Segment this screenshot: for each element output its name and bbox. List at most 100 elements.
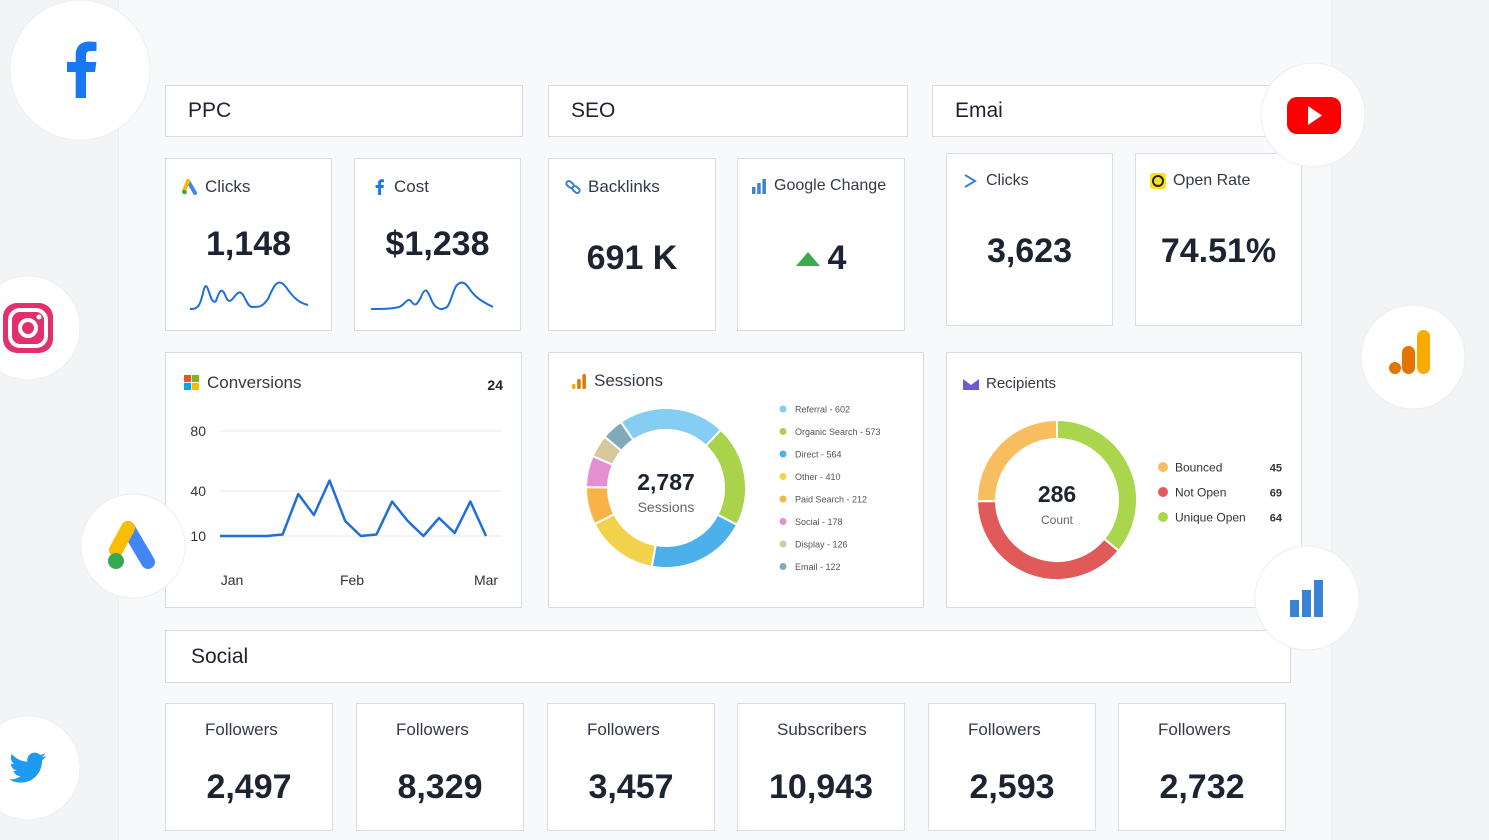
icon: [752, 179, 766, 194]
kpi-card: Cost $1,238: [354, 158, 521, 331]
kpi-value-row: 4: [738, 239, 904, 278]
legend-dot: [1158, 462, 1168, 472]
up-arrow: [795, 251, 820, 266]
social-label: Followers: [373, 720, 469, 740]
legend-dot: [1158, 487, 1168, 497]
kpi-label: Open Rate: [1150, 172, 1250, 190]
legend-value: 45: [1270, 463, 1282, 475]
kpi-card: Google Change 4: [737, 158, 905, 331]
social-card: Followers 3,457: [547, 703, 715, 831]
legend-dot: [779, 563, 787, 570]
social-value: 2,732: [1159, 768, 1245, 806]
donut-caption: Count: [1041, 513, 1074, 527]
x-tick-label: Mar: [474, 572, 498, 588]
social-label-text: Followers: [205, 720, 278, 739]
card-title: Sessions: [571, 371, 663, 391]
legend-dot: [779, 540, 787, 548]
y-tick-label: 40: [190, 483, 206, 499]
legend-dot: [779, 428, 787, 435]
icon: [565, 180, 581, 194]
icon: [572, 374, 586, 389]
x-tick-label: Jan: [221, 572, 244, 588]
section-header: SEO: [548, 85, 908, 137]
kpi-label: Google Change: [751, 177, 886, 195]
legend-dot: [779, 450, 787, 458]
icon: [373, 722, 389, 738]
sparkline: [371, 281, 494, 310]
x-tick-label: Feb: [340, 572, 364, 588]
legend-label: Other - 410: [795, 472, 841, 482]
legend-label: Bounced: [1175, 461, 1222, 475]
recipients-card: Recipients 286 Count Bounced 45 Not Open 69 Un…: [946, 352, 1302, 608]
legend-label: Organic Search - 573: [795, 427, 881, 437]
social-card: Subscribers 10,943: [737, 703, 905, 831]
donut-segment: [1056, 418, 1138, 553]
social-value: 8,329: [397, 768, 483, 806]
legend-dot: [1158, 512, 1168, 522]
legend-label: Direct - 564: [795, 450, 842, 460]
icon: [182, 179, 197, 195]
social-label: Followers: [182, 720, 278, 740]
line-chart: 80 40 10 Jan Feb Mar: [190, 423, 502, 588]
kpi-label: Backlinks: [565, 177, 660, 197]
legend-dot: [779, 518, 787, 525]
social-card: Followers 2,497: [165, 703, 333, 831]
section-header: Emai: [932, 85, 1282, 137]
instagram-bubble: [0, 275, 81, 381]
legend-dot: [779, 473, 787, 480]
donut-segment: [603, 420, 635, 453]
social-label-text: Subscribers: [777, 720, 867, 739]
legend-dot: [779, 495, 787, 503]
card-total: 24: [487, 377, 503, 393]
social-card: Followers 2,732: [1118, 703, 1286, 831]
icon: [184, 375, 199, 390]
kpi-label: Clicks: [963, 172, 1029, 190]
section-title: Emai: [955, 99, 1003, 122]
legend-dot: [779, 405, 787, 413]
social-value: 2,497: [206, 768, 292, 806]
icon: [1150, 173, 1166, 189]
kpi-value: 1,148: [205, 225, 292, 263]
card-title: Recipients: [963, 375, 1056, 392]
kpi-card: Open Rate 74.51%: [1135, 153, 1302, 326]
card-title: Conversions: [184, 373, 302, 393]
kpi-value: 3,623: [986, 232, 1073, 270]
social-value: 3,457: [588, 768, 674, 806]
legend-label: Not Open: [1175, 486, 1226, 500]
social-label-text: Followers: [1158, 720, 1231, 739]
icon: [564, 722, 580, 738]
icon: [1135, 722, 1151, 738]
donut-total: 286: [1038, 481, 1076, 507]
legend-label: Email - 122: [795, 562, 841, 572]
donut-segment: [704, 428, 747, 527]
social-value: 10,943: [769, 768, 873, 806]
social-label: Followers: [564, 720, 660, 740]
icon: [754, 722, 770, 738]
donut-segment: [593, 512, 657, 568]
legend-value: 69: [1270, 488, 1282, 500]
section-title: PPC: [188, 99, 232, 122]
social-card: Followers 2,593: [928, 703, 1096, 831]
icon: [964, 174, 977, 188]
social-label: Followers: [945, 720, 1041, 740]
donut-segment: [619, 407, 723, 448]
legend-label: Unique Open: [1175, 511, 1246, 525]
icon: [375, 179, 384, 195]
icon: [945, 722, 961, 738]
legend-label: Referral - 602: [795, 405, 850, 415]
donut-segment: [650, 513, 739, 569]
kpi-label: Clicks: [182, 177, 250, 197]
sparkline: [190, 281, 309, 310]
kpi-card: Clicks 3,623: [946, 153, 1113, 326]
legend-label: Social - 178: [795, 517, 843, 527]
analytics-bubble: [1360, 304, 1466, 410]
donut-total: 2,787: [637, 469, 695, 495]
kpi-card: Clicks 1,148: [165, 158, 332, 331]
social-label-text: Followers: [587, 720, 660, 739]
social-card: Followers 8,329: [356, 703, 524, 831]
icon: [963, 378, 979, 390]
kpi-value: 4: [827, 239, 847, 277]
section-title: SEO: [571, 99, 616, 122]
kpi-value: $1,238: [385, 225, 490, 263]
